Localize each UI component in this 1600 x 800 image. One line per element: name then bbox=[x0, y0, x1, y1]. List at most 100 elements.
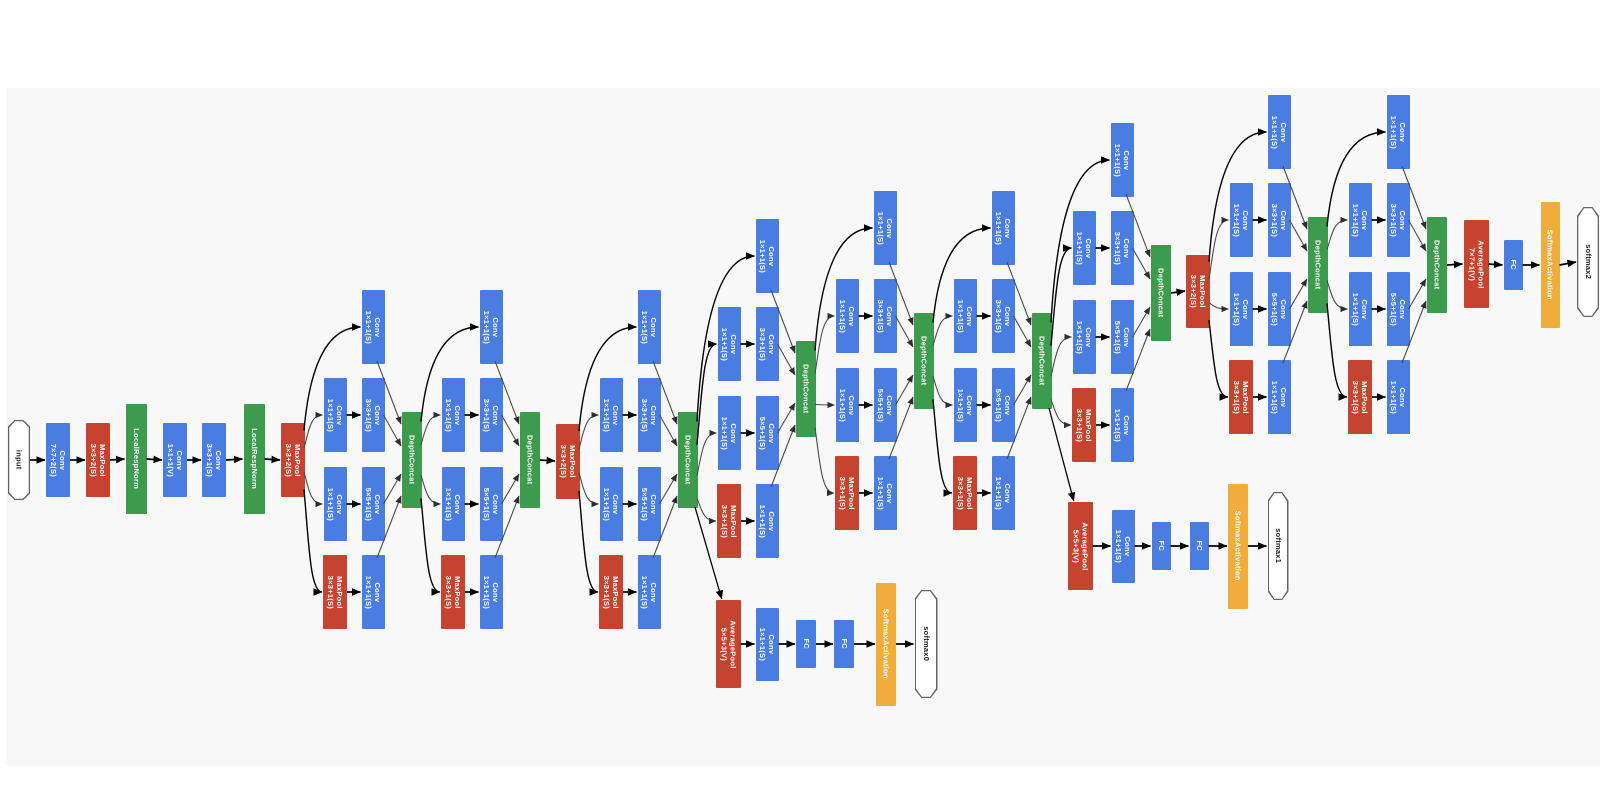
aux0-fc-2: FC bbox=[834, 620, 854, 668]
inception-3a-conv-1x1: Conv 1×1+1(S) bbox=[361, 290, 385, 364]
inception-4c-conv-1x1-reduce5-label: Conv 1×1+1(S) bbox=[838, 388, 857, 422]
inception-4b-conv-5x5: Conv 5×5+1(S) bbox=[755, 396, 779, 470]
inception-5a-depthconcat: DepthConcat bbox=[1308, 217, 1328, 313]
inception-4c-depthconcat-label: DepthConcat bbox=[919, 336, 929, 386]
inception-4b-conv-3x3: Conv 3×3+1(S) bbox=[755, 307, 779, 381]
stem-localrespnorm-2: LocalRespNorm bbox=[243, 404, 265, 514]
inception-4e-conv-1x1-label: Conv 1×1+1(S) bbox=[1113, 143, 1132, 177]
softmax2-terminal: softmax2 bbox=[1577, 207, 1599, 317]
inception-5b-conv-3x3: Conv 3×3+1(S) bbox=[1386, 183, 1410, 257]
inception-4e-conv-1x1-pool-label: Conv 1×1+1(S) bbox=[1113, 408, 1132, 442]
final-fc: FC bbox=[1503, 240, 1523, 290]
inception-4c-conv-3x3: Conv 3×3+1(S) bbox=[873, 279, 897, 353]
inception-5b-depthconcat: DepthConcat bbox=[1427, 217, 1447, 313]
maxpool-between-4e-5a-label: MaxPool 3×3+2(S) bbox=[1189, 274, 1208, 308]
inception-5b-conv-1x1-label: Conv 1×1+1(S) bbox=[1389, 115, 1408, 149]
aux1-averagepool: AveragePool 5×5+3(V) bbox=[1067, 502, 1093, 590]
inception-4b-conv-1x1-pool: Conv 1×1+1(S) bbox=[755, 484, 779, 558]
inception-5a-conv-3x3-label: Conv 3×3+1(S) bbox=[1270, 203, 1289, 237]
inception-3b-depthconcat-label: DepthConcat bbox=[525, 435, 535, 485]
stem-conv-7x7-label: Conv 7×7+2(S) bbox=[49, 443, 68, 477]
inception-3b-conv-1x1-label: Conv 1×1+1(S) bbox=[482, 310, 501, 344]
stem-maxpool-1: MaxPool 3×3+2(S) bbox=[86, 423, 110, 497]
inception-4a-conv-5x5-label: Conv 5×5+1(S) bbox=[640, 487, 659, 521]
inception-5b-conv-1x1-reduce5-label: Conv 1×1+1(S) bbox=[1351, 292, 1370, 326]
inception-4b-depthconcat-label: DepthConcat bbox=[801, 364, 811, 414]
softmax2-terminal-label: softmax2 bbox=[1583, 244, 1593, 280]
inception-5a-conv-1x1-pool-label: Conv 1×1+1(S) bbox=[1270, 380, 1289, 414]
inception-4e-conv-1x1-pool: Conv 1×1+1(S) bbox=[1110, 388, 1134, 462]
octagon-fill bbox=[915, 591, 937, 697]
inception-3a-conv-5x5-label: Conv 5×5+1(S) bbox=[364, 487, 383, 521]
inception-4d-maxpool: MaxPool 3×3+1(S) bbox=[953, 456, 977, 530]
aux0-fc-2-label: FC bbox=[839, 638, 849, 650]
inception-4a-conv-1x1-reduce3: Conv 1×1+1(S) bbox=[599, 378, 623, 452]
inception-4d-conv-1x1-reduce3: Conv 1×1+1(S) bbox=[953, 279, 977, 353]
stem-localrespnorm-1: LocalRespNorm bbox=[125, 404, 147, 514]
inception-4b-depthconcat: DepthConcat bbox=[796, 341, 816, 437]
inception-4b-maxpool: MaxPool 3×3+1(S) bbox=[717, 484, 741, 558]
inception-4c-conv-1x1-reduce3-label: Conv 1×1+1(S) bbox=[838, 299, 857, 333]
inception-4e-conv-5x5-label: Conv 5×5+1(S) bbox=[1113, 320, 1132, 354]
inception-5a-maxpool-label: MaxPool 3×3+1(S) bbox=[1232, 380, 1251, 414]
inception-3a-conv-1x1-reduce5: Conv 1×1+1(S) bbox=[323, 467, 347, 541]
inception-4e-conv-5x5: Conv 5×5+1(S) bbox=[1110, 300, 1134, 374]
softmax0-terminal: softmax0 bbox=[914, 590, 938, 698]
inception-4d-conv-1x1-reduce5-label: Conv 1×1+1(S) bbox=[956, 388, 975, 422]
aux0-fc-1-label: FC bbox=[801, 638, 811, 650]
inception-4d-conv-1x1-reduce5: Conv 1×1+1(S) bbox=[953, 368, 977, 442]
inception-4d-conv-3x3-label: Conv 3×3+1(S) bbox=[994, 299, 1013, 333]
stem-conv-7x7: Conv 7×7+2(S) bbox=[46, 423, 70, 497]
softmax1-terminal-label: softmax1 bbox=[1273, 528, 1283, 564]
inception-4c-conv-1x1-reduce3: Conv 1×1+1(S) bbox=[835, 279, 859, 353]
inception-4e-maxpool-label: MaxPool 3×3+1(S) bbox=[1075, 408, 1094, 442]
inception-4d-maxpool-label: MaxPool 3×3+1(S) bbox=[956, 476, 975, 510]
aux0-averagepool: AveragePool 5×5+3(V) bbox=[715, 600, 741, 688]
inception-5b-conv-1x1-pool-label: Conv 1×1+1(S) bbox=[1389, 380, 1408, 414]
inception-5a-conv-1x1-label: Conv 1×1+1(S) bbox=[1270, 115, 1289, 149]
inception-4a-conv-1x1-pool-label: Conv 1×1+1(S) bbox=[640, 575, 659, 609]
final-averagepool-7x7-label: AveragePool 7×7+1(V) bbox=[1467, 239, 1486, 289]
inception-4e-conv-3x3: Conv 3×3+1(S) bbox=[1110, 211, 1134, 285]
inception-5b-conv-5x5-label: Conv 5×5+1(S) bbox=[1389, 292, 1408, 326]
aux1-conv-1x1-label: Conv 1×1+1(S) bbox=[1114, 529, 1133, 563]
inception-4e-conv-1x1-reduce3: Conv 1×1+1(S) bbox=[1072, 211, 1096, 285]
inception-3a-maxpool: MaxPool 3×3+1(S) bbox=[323, 555, 347, 629]
inception-4c-conv-1x1-label: Conv 1×1+1(S) bbox=[876, 211, 895, 245]
input-terminal-label: input bbox=[14, 450, 24, 470]
final-fc-label: FC bbox=[1508, 259, 1518, 271]
inception-4b-conv-3x3-label: Conv 3×3+1(S) bbox=[758, 327, 777, 361]
inception-3a-conv-1x1-label: Conv 1×1+1(S) bbox=[364, 310, 383, 344]
stem-localrespnorm-1-label: LocalRespNorm bbox=[131, 428, 141, 490]
inception-4d-conv-5x5: Conv 5×5+1(S) bbox=[991, 368, 1015, 442]
inception-4b-conv-1x1-label: Conv 1×1+1(S) bbox=[758, 239, 777, 273]
aux1-softmax-activation: SoftmaxActivation bbox=[1228, 483, 1248, 609]
inception-4e-conv-1x1-reduce3-label: Conv 1×1+1(S) bbox=[1075, 231, 1094, 265]
aux0-softmax-activation: SoftmaxActivation bbox=[876, 582, 896, 706]
stem-maxpool-1-label: MaxPool 3×3+2(S) bbox=[89, 443, 108, 477]
inception-3b-maxpool: MaxPool 3×3+1(S) bbox=[441, 555, 465, 629]
inception-4c-maxpool: MaxPool 3×3+1(S) bbox=[835, 456, 859, 530]
aux0-fc-1: FC bbox=[796, 620, 816, 668]
octagon-fill bbox=[1578, 208, 1598, 316]
inception-3b-conv-1x1-pool: Conv 1×1+1(S) bbox=[479, 555, 503, 629]
final-softmax-activation-label: SoftmaxActivation bbox=[1545, 229, 1555, 301]
inception-3a-conv-1x1-pool: Conv 1×1+1(S) bbox=[361, 555, 385, 629]
inception-4e-conv-3x3-label: Conv 3×3+1(S) bbox=[1113, 231, 1132, 265]
inception-4c-maxpool-label: MaxPool 3×3+1(S) bbox=[838, 476, 857, 510]
inception-3a-depthconcat: DepthConcat bbox=[402, 412, 422, 508]
inception-3b-maxpool-label: MaxPool 3×3+1(S) bbox=[444, 575, 463, 609]
inception-4e-depthconcat-label: DepthConcat bbox=[1156, 268, 1166, 318]
inception-4d-conv-1x1-pool: Conv 1×1+1(S) bbox=[991, 456, 1015, 530]
stem-maxpool-2-label: MaxPool 3×3+2(S) bbox=[284, 443, 303, 477]
inception-4d-conv-1x1-label: Conv 1×1+1(S) bbox=[994, 211, 1013, 245]
inception-5b-maxpool: MaxPool 3×3+1(S) bbox=[1348, 360, 1372, 434]
inception-3a-conv-3x3-label: Conv 3×3+1(S) bbox=[364, 398, 383, 432]
inception-5a-conv-1x1: Conv 1×1+1(S) bbox=[1267, 95, 1291, 169]
inception-5b-conv-1x1-reduce5: Conv 1×1+1(S) bbox=[1348, 272, 1372, 346]
inception-5b-conv-1x1-reduce3-label: Conv 1×1+1(S) bbox=[1351, 203, 1370, 237]
aux1-fc-2: FC bbox=[1189, 522, 1209, 570]
inception-4b-conv-1x1-reduce3: Conv 1×1+1(S) bbox=[717, 307, 741, 381]
stem-conv-3x3-label: Conv 3×3+1(S) bbox=[205, 443, 224, 477]
